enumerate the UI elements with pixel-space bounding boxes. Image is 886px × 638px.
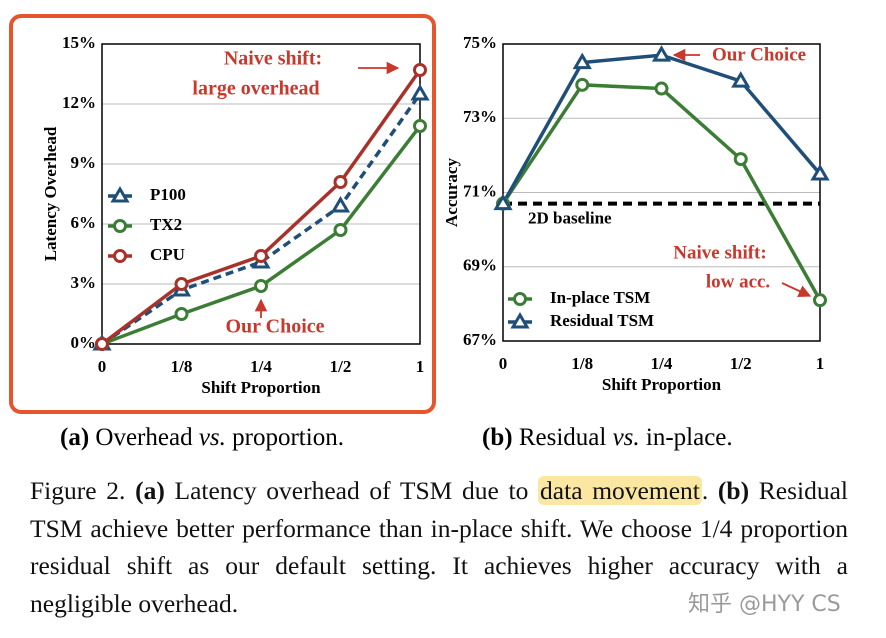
- x-tick-label: 1/8: [171, 357, 193, 376]
- y-tick-label: 6%: [71, 213, 97, 232]
- y-tick-label: 12%: [62, 93, 96, 112]
- x-axis-title: Shift Proportion: [201, 378, 321, 397]
- data-point: [174, 307, 189, 321]
- legend-marker: [113, 249, 127, 263]
- text: Latency overhead of TSM due to: [174, 476, 529, 505]
- annotation: Naive shift:: [673, 242, 766, 263]
- legend-label: CPU: [150, 245, 185, 264]
- x-tick-label: 1: [816, 354, 825, 373]
- y-tick-label: 0%: [71, 333, 97, 352]
- data-point: [493, 193, 513, 211]
- legend-marker: [113, 219, 127, 233]
- plot-frame: [101, 43, 421, 345]
- data-point: [333, 223, 348, 237]
- data-point: [254, 249, 268, 263]
- x-tick-label: 0: [499, 354, 508, 373]
- y-tick-label: 9%: [71, 153, 97, 172]
- text: in-place.: [645, 424, 733, 451]
- text: Residual TSM achieve better performance …: [30, 476, 849, 618]
- legend-label: TX2: [150, 215, 182, 234]
- annotation: Naive shift:: [224, 48, 322, 70]
- watermark: 知乎 @HYY CS: [688, 592, 841, 617]
- text: Overhead: [95, 424, 193, 451]
- annotation: large overhead: [192, 78, 319, 100]
- label: (b): [717, 476, 750, 505]
- data-point: [651, 45, 672, 62]
- data-point: [731, 71, 751, 88]
- x-tick-label: 1/2: [730, 354, 752, 373]
- label: (a): [60, 424, 90, 451]
- data-point: [572, 52, 592, 70]
- y-tick-label: 69%: [463, 256, 497, 275]
- highlight: data movement: [538, 476, 702, 505]
- text: .: [701, 476, 709, 505]
- text: vs.: [612, 424, 640, 451]
- annotation: Our Choice: [225, 316, 324, 338]
- x-tick-label: 1: [416, 357, 425, 376]
- x-tick-label: 1/4: [651, 354, 673, 373]
- legend-label: P100: [150, 185, 186, 204]
- legend-marker: [510, 312, 530, 329]
- annotation: low acc.: [706, 271, 770, 292]
- baseline-label: 2D baseline: [528, 209, 612, 228]
- y-tick-label: 71%: [463, 181, 497, 200]
- text: Residual: [518, 424, 607, 451]
- figure-label: Figure 2.: [30, 476, 126, 505]
- subcaption-a: (a) Overhead vs. proportion.: [60, 424, 344, 452]
- label: (b): [482, 424, 513, 451]
- x-tick-label: 0: [98, 357, 107, 376]
- y-tick-label: 3%: [71, 273, 97, 292]
- legend-label: In-place TSM: [550, 288, 650, 307]
- data-point: [413, 119, 427, 133]
- figure: 0% 3% 6% 9% 12% 15% 0 1/8 1/4 1/2 1 Shift Proportio…: [9, 14, 830, 414]
- y-tick-label: 75%: [463, 33, 497, 52]
- y-tick-label: 73%: [463, 107, 497, 126]
- text: proportion.: [232, 424, 344, 451]
- y-axis-title: Latency Overhead: [41, 126, 60, 261]
- data-point: [733, 152, 748, 167]
- data-point: [333, 175, 348, 189]
- x-axis-title: Shift Proportion: [602, 375, 722, 394]
- data-point: [174, 277, 189, 291]
- legend-marker: [513, 292, 527, 306]
- data-point: [254, 279, 268, 293]
- plot-frame: [502, 43, 821, 342]
- caption: Figure 2. (a) Latency overhead of TSM du…: [30, 472, 848, 622]
- subcaption-b: (b) Residual vs. in-place.: [482, 424, 733, 452]
- y-tick-label: 15%: [62, 33, 96, 52]
- y-axis-title: Accuracy: [442, 158, 461, 227]
- data-point: [654, 81, 669, 96]
- annotation: Our Choice: [712, 44, 806, 65]
- highlight-frame: [9, 14, 436, 414]
- y-tick-label: 67%: [463, 330, 497, 349]
- data-point: [95, 337, 109, 351]
- label: (a): [135, 476, 165, 505]
- data-point: [810, 163, 830, 181]
- x-tick-label: 1/8: [571, 354, 593, 373]
- legend-label: Residual TSM: [550, 311, 654, 330]
- x-tick-label: 1/2: [330, 357, 352, 376]
- data-point: [410, 84, 430, 101]
- data-point: [330, 196, 351, 213]
- data-point: [575, 77, 590, 92]
- data-point: [813, 293, 827, 308]
- annotation-arrow: [781, 282, 812, 297]
- x-tick-label: 1/4: [250, 357, 272, 376]
- data-point: [413, 63, 427, 77]
- legend-marker: [110, 186, 130, 203]
- text: vs.: [198, 424, 226, 451]
